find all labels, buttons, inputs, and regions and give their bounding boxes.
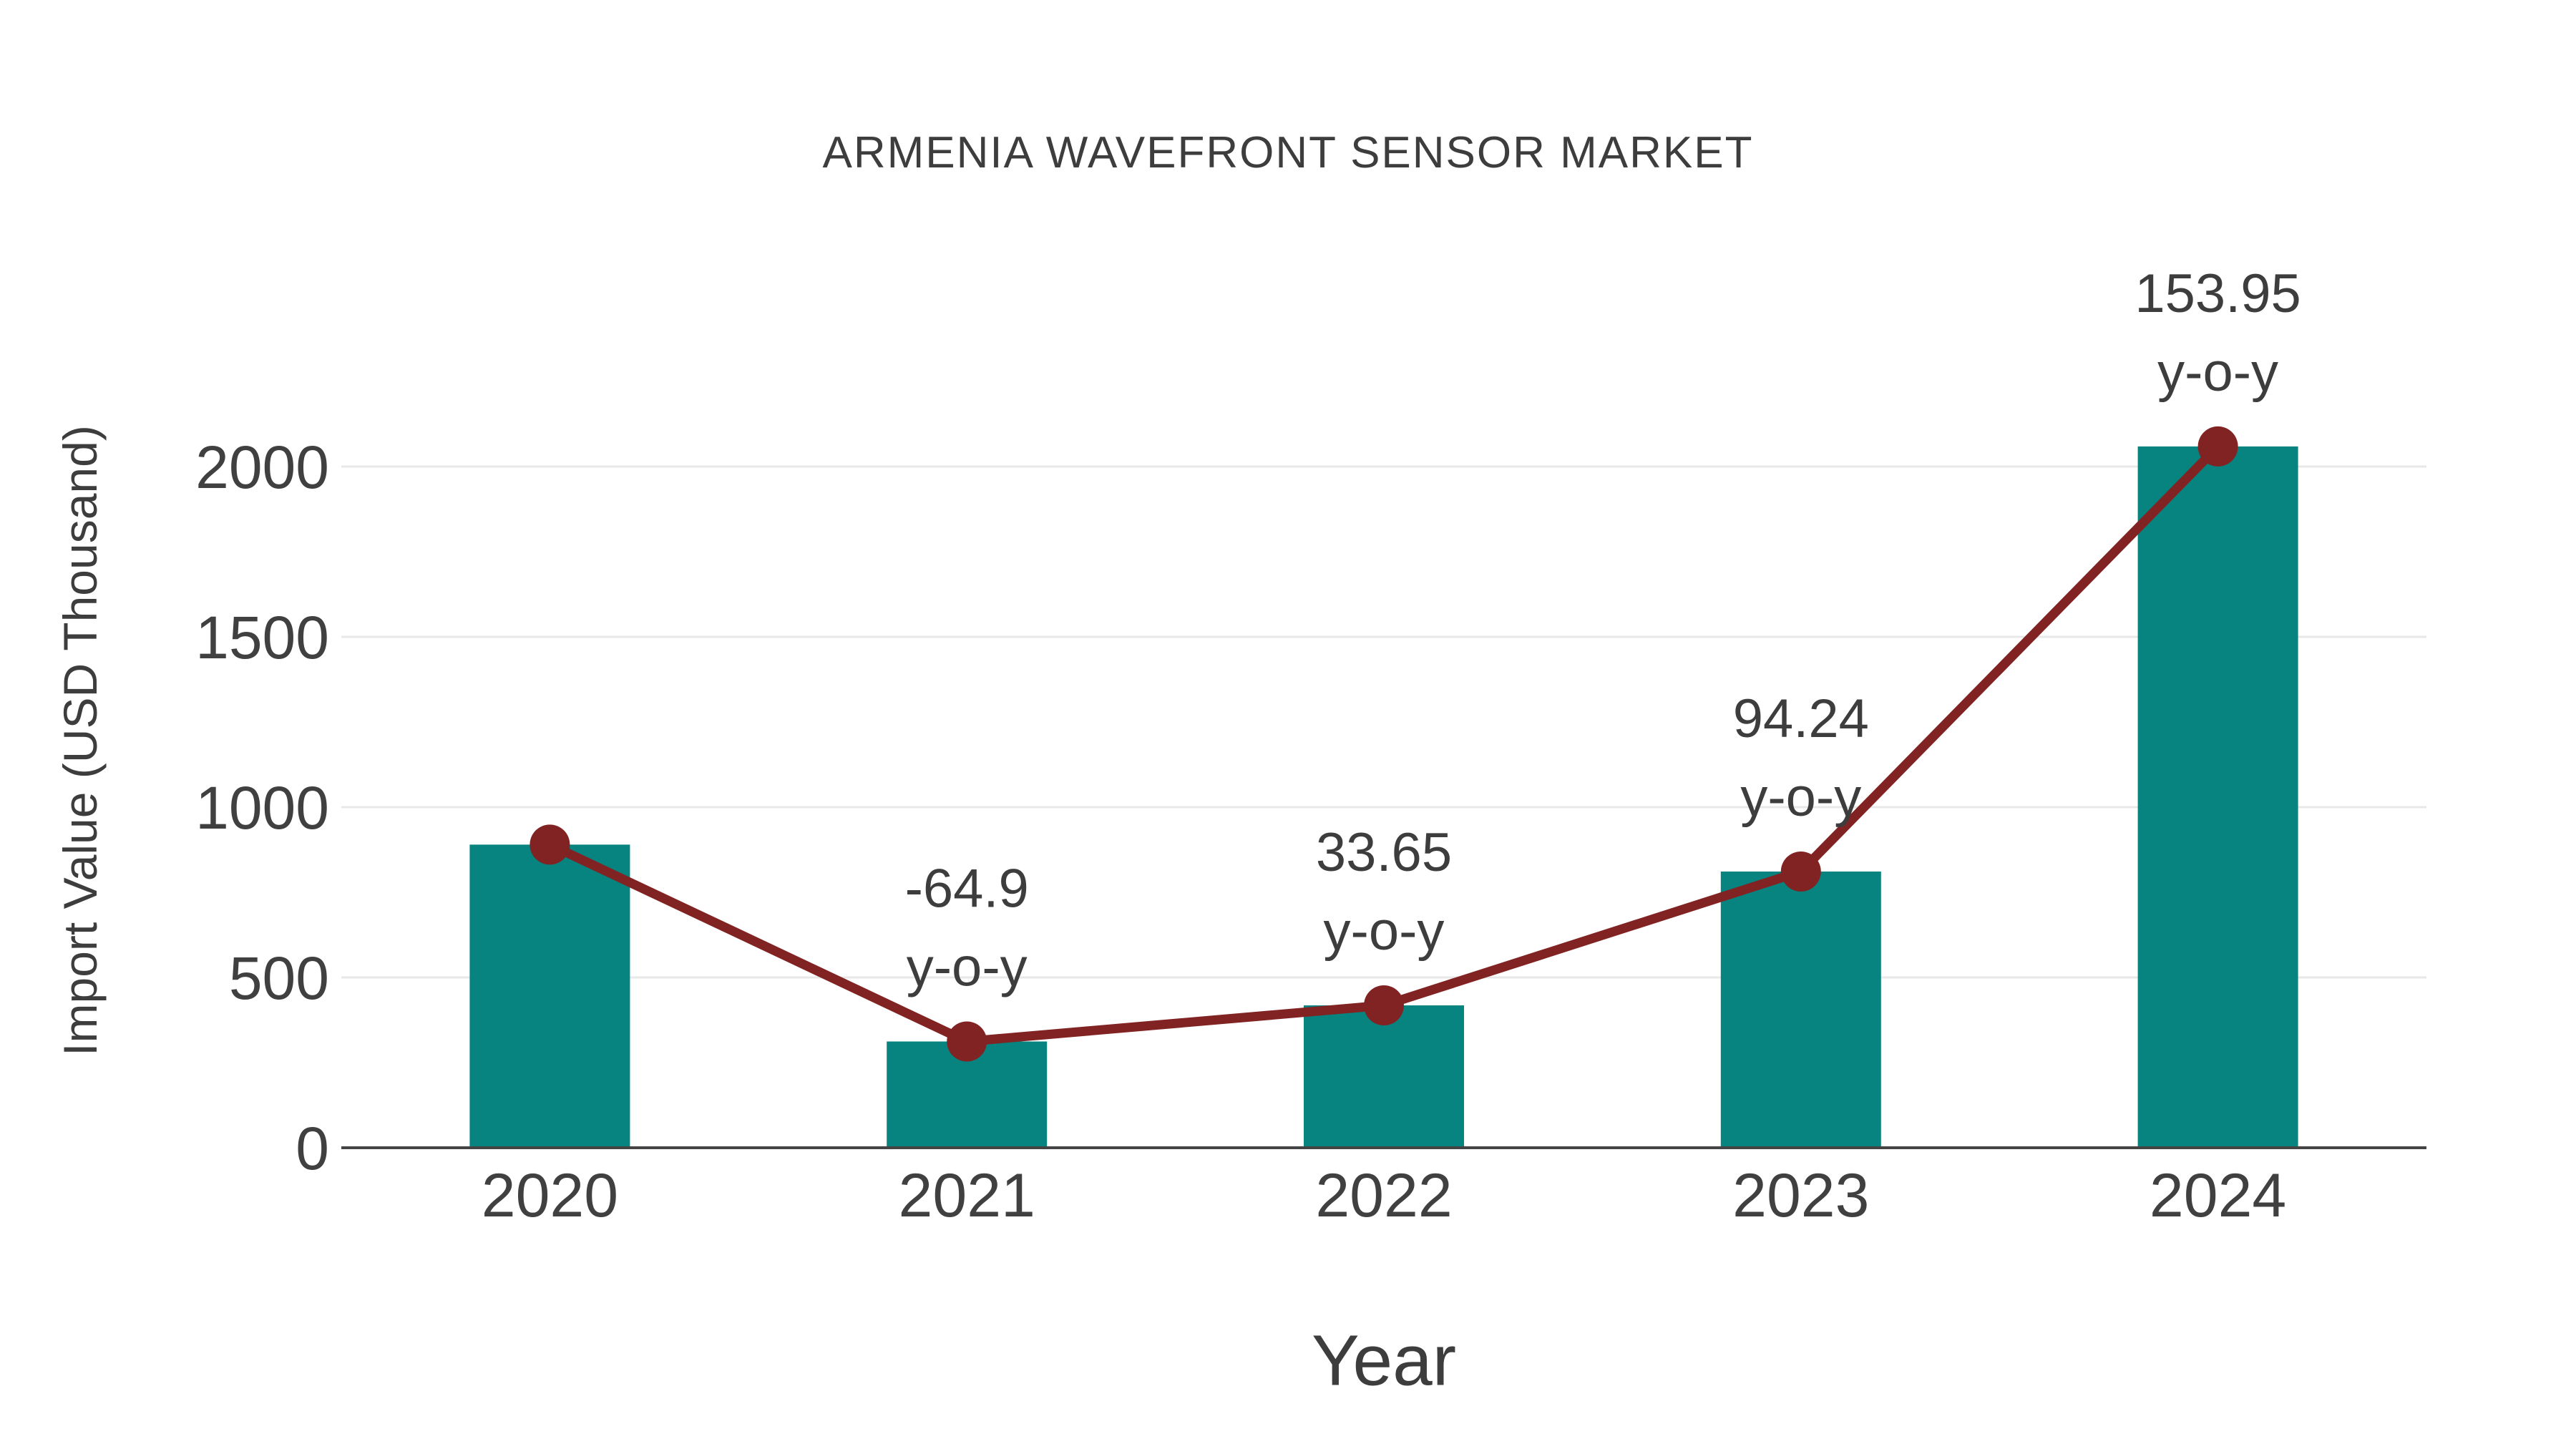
x-tick-label-2022: 2022: [1315, 1161, 1452, 1230]
annotation-2024-label: y-o-y: [2157, 342, 2278, 403]
x-axis-title: Year: [1311, 1320, 1457, 1401]
x-tick-label-2023: 2023: [1732, 1161, 1869, 1230]
bar-2024: [2137, 446, 2298, 1148]
bar-2022: [1304, 1005, 1464, 1148]
annotation-2021-value: -64.9: [905, 858, 1029, 919]
bar-2023: [1720, 871, 1881, 1148]
annotation-2023-value: 94.24: [1733, 688, 1869, 749]
marker-2021: [947, 1021, 987, 1062]
x-tick-label-2020: 2020: [482, 1161, 618, 1230]
marker-2023: [1780, 851, 1821, 892]
annotation-2022-value: 33.65: [1316, 822, 1452, 883]
y-tick-label-0: 0: [296, 1115, 329, 1182]
annotation-2023-label: y-o-y: [1740, 767, 1861, 828]
y-tick-label-1500: 1500: [195, 604, 329, 671]
y-tick-label-2000: 2000: [195, 434, 329, 501]
y-tick-label-1000: 1000: [195, 774, 329, 841]
y-tick-label-500: 500: [229, 945, 329, 1012]
marker-2024: [2197, 426, 2238, 467]
marker-2020: [530, 824, 570, 865]
bar-2020: [469, 844, 630, 1148]
annotation-2024-value: 153.95: [2135, 263, 2301, 324]
x-tick-label-2021: 2021: [899, 1161, 1035, 1230]
annotation-2021-label: y-o-y: [907, 937, 1028, 997]
annotation-2022-label: y-o-y: [1324, 901, 1445, 962]
x-tick-label-2024: 2024: [2150, 1161, 2286, 1230]
marker-2022: [1364, 985, 1404, 1026]
chart-title: ARMENIA WAVEFRONT SENSOR MARKET: [822, 128, 1754, 177]
